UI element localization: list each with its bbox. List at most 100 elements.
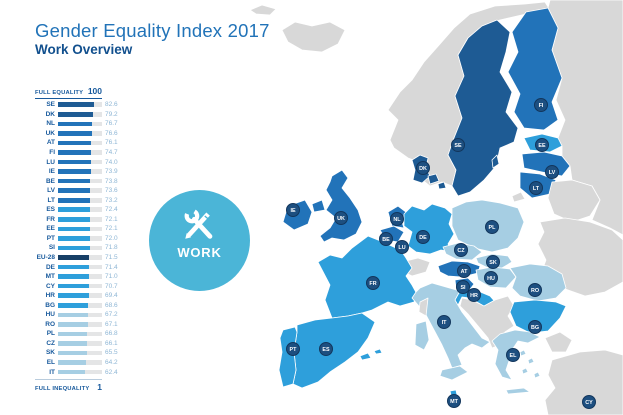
index-row-HR: HR 69.4 xyxy=(35,291,127,301)
bar-fill xyxy=(58,178,91,184)
svg-text:CY: CY xyxy=(585,400,593,406)
svg-text:SK: SK xyxy=(489,260,497,266)
bar-track xyxy=(58,293,102,298)
country-united-kingdom xyxy=(319,169,363,243)
bar-fill xyxy=(58,236,90,241)
country-code: CZ xyxy=(46,339,55,347)
country-france xyxy=(317,235,419,319)
bar-fill xyxy=(58,360,87,365)
bar-track xyxy=(58,283,102,289)
index-value: 69.4 xyxy=(105,292,118,300)
index-row-DK: DK 79.2 xyxy=(35,110,127,120)
country-code: RO xyxy=(45,320,55,328)
bar-fill xyxy=(58,369,86,375)
index-value: 66.8 xyxy=(105,330,118,338)
country-germany xyxy=(403,203,455,255)
bar-track xyxy=(58,150,102,155)
bar-fill xyxy=(58,245,90,251)
bar-fill xyxy=(58,264,90,270)
bar-fill xyxy=(58,322,88,327)
bar-fill xyxy=(58,131,92,136)
bar-fill xyxy=(58,112,93,117)
bar-track xyxy=(58,207,102,213)
index-row-UK: UK 76.6 xyxy=(35,129,127,139)
svg-text:IE: IE xyxy=(290,208,295,214)
svg-text:CZ: CZ xyxy=(457,248,465,254)
index-value: 68.6 xyxy=(105,301,118,309)
index-row-IT: IT 62.4 xyxy=(35,367,127,377)
country-gotland xyxy=(491,154,500,169)
bar-track xyxy=(58,264,102,270)
country-balearic-islands xyxy=(359,348,383,361)
index-value: 66.1 xyxy=(105,339,118,347)
index-row-EE: EE 72.1 xyxy=(35,224,127,234)
map-marker-FR: FR xyxy=(366,276,380,290)
country-belarus xyxy=(547,179,601,223)
work-badge-label: WORK xyxy=(177,245,222,260)
index-row-IE: IE 73.9 xyxy=(35,167,127,177)
country-code: NL xyxy=(46,120,55,128)
country-code: EE xyxy=(46,225,55,233)
index-row-DE: DE 71.4 xyxy=(35,262,127,272)
index-row-SI: SI 71.8 xyxy=(35,243,127,253)
map-marker-PT: PT xyxy=(286,342,300,356)
index-row-MT: MT 71.0 xyxy=(35,272,127,282)
svg-text:EE: EE xyxy=(538,143,546,149)
country-code: CY xyxy=(45,282,55,290)
bar-fill xyxy=(58,102,95,108)
map-marker-HR: HR xyxy=(467,288,481,302)
index-value: 71.4 xyxy=(105,263,118,271)
country-code: DE xyxy=(45,263,55,271)
index-value: 76.7 xyxy=(105,120,118,128)
page-title: Gender Equality Index 2017 xyxy=(35,20,270,41)
bar-track xyxy=(58,360,102,365)
country-finland xyxy=(507,7,563,131)
bar-track xyxy=(58,274,102,279)
wrench-and-pencil-icon xyxy=(184,208,212,239)
country-code: LT xyxy=(47,196,55,204)
country-code: SE xyxy=(46,101,55,109)
country-code: BG xyxy=(45,301,55,309)
bar-fill xyxy=(58,302,89,308)
bar-track xyxy=(58,102,102,108)
index-row-SK: SK 65.5 xyxy=(35,348,127,358)
index-value: 73.9 xyxy=(105,168,118,176)
country-code: IE xyxy=(48,168,55,176)
svg-text:SI: SI xyxy=(460,285,466,291)
index-row-PL: PL 66.8 xyxy=(35,329,127,339)
map-marker-EL: EL xyxy=(506,348,520,362)
bar-track xyxy=(58,255,102,260)
country-code: MT xyxy=(45,273,55,281)
country-code: IT xyxy=(49,368,55,376)
full-equality-value: 100 xyxy=(87,86,102,96)
bar-track xyxy=(58,331,102,337)
svg-text:LT: LT xyxy=(533,186,540,192)
country-bulgaria xyxy=(509,299,567,334)
scale-bottom: FULL INEQUALITY 1 xyxy=(35,378,102,392)
index-row-LT: LT 73.2 xyxy=(35,195,127,205)
country-code: HR xyxy=(45,292,55,300)
index-row-CY: CY 70.7 xyxy=(35,281,127,291)
svg-text:DE: DE xyxy=(419,235,427,241)
svg-text:SE: SE xyxy=(454,143,462,149)
country-romania xyxy=(509,263,567,302)
map-marker-RO: RO xyxy=(528,283,542,297)
map-marker-PL: PL xyxy=(485,220,499,234)
index-row-EU-28: EU-28 71.5 xyxy=(35,253,127,263)
country-kaliningrad xyxy=(511,191,526,203)
full-equality-label: FULL EQUALITY xyxy=(35,90,84,96)
map-markers: FI SE EE LV LT DK IE UK NL BE LU DE PL CZ SK AT HU SI HR FR… xyxy=(286,98,596,409)
map-marker-AT: AT xyxy=(457,264,471,278)
index-row-FR: FR 72.1 xyxy=(35,215,127,225)
bar-fill xyxy=(58,197,91,203)
bar-track xyxy=(58,188,102,193)
index-value: 64.2 xyxy=(105,359,118,367)
country-code: EU-28 xyxy=(36,254,55,262)
bar-track xyxy=(58,159,102,165)
index-value: 73.6 xyxy=(105,187,118,195)
map-marker-BG: BG xyxy=(528,320,542,334)
country-corsica xyxy=(418,297,429,317)
map-countries xyxy=(249,0,623,415)
svg-text:BE: BE xyxy=(382,237,390,243)
